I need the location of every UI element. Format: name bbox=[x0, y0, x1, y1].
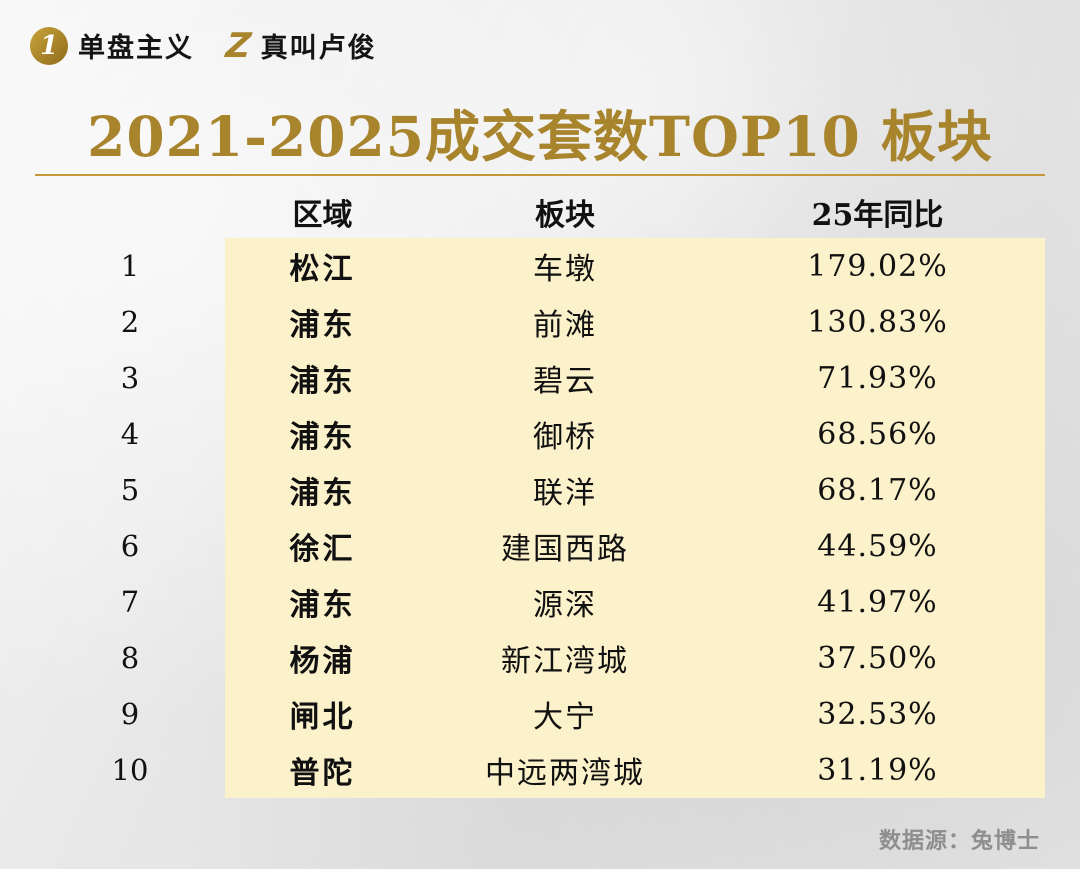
data-source-note: 数据源：兔博士 bbox=[878, 829, 1040, 854]
brand-bar: 1 单盘主义 Z 真叫卢俊 bbox=[30, 25, 377, 66]
circle-1-icon: 1 bbox=[30, 26, 68, 65]
area-cell: 车墩 bbox=[420, 238, 710, 294]
table-row: 1 松江 车墩 179.02% bbox=[35, 238, 1045, 294]
table-row: 5 浦东 联洋 68.17% bbox=[35, 462, 1045, 518]
area-cell: 新江湾城 bbox=[420, 630, 710, 686]
yoy-cell: 37.50% bbox=[710, 630, 1045, 686]
region-cell: 浦东 bbox=[225, 574, 420, 630]
table-row: 7 浦东 源深 41.97% bbox=[35, 574, 1045, 630]
area-cell: 中远两湾城 bbox=[420, 742, 710, 798]
rank-cell: 5 bbox=[120, 473, 140, 507]
page-title: 2021-2025成交套数TOP10 板块 bbox=[87, 104, 993, 169]
region-cell: 松江 bbox=[225, 238, 420, 294]
yoy-cell: 130.83% bbox=[710, 294, 1045, 350]
yoy-cell: 31.19% bbox=[710, 742, 1045, 798]
area-cell: 碧云 bbox=[420, 350, 710, 406]
table-row: 10 普陀 中远两湾城 31.19% bbox=[35, 742, 1045, 798]
yoy-cell: 71.93% bbox=[710, 350, 1045, 406]
area-cell: 御桥 bbox=[420, 406, 710, 462]
title-divider bbox=[35, 174, 1045, 176]
rank-cell: 3 bbox=[120, 361, 140, 395]
yoy-cell: 41.97% bbox=[710, 574, 1045, 630]
yoy-cell: 68.17% bbox=[710, 462, 1045, 518]
region-cell: 浦东 bbox=[225, 294, 420, 350]
region-cell: 浦东 bbox=[225, 350, 420, 406]
table-row: 3 浦东 碧云 71.93% bbox=[35, 350, 1045, 406]
top10-table: 区域 板块 25年同比 1 松江 车墩 179.02% 2 浦东 前滩 130.… bbox=[35, 186, 1045, 798]
region-cell: 杨浦 bbox=[225, 630, 420, 686]
rank-cell: 6 bbox=[120, 529, 140, 563]
yoy-cell: 68.56% bbox=[710, 406, 1045, 462]
area-cell: 大宁 bbox=[420, 686, 710, 742]
table-row: 4 浦东 御桥 68.56% bbox=[35, 406, 1045, 462]
area-cell: 源深 bbox=[420, 574, 710, 630]
yoy-cell: 179.02% bbox=[710, 238, 1045, 294]
table-row: 2 浦东 前滩 130.83% bbox=[35, 294, 1045, 350]
z-icon: Z bbox=[223, 25, 253, 66]
rank-cell: 4 bbox=[120, 417, 140, 451]
header-rank-spacer bbox=[35, 186, 225, 238]
brand-label-1: 单盘主义 bbox=[78, 33, 194, 64]
region-cell: 徐汇 bbox=[225, 518, 420, 574]
area-cell: 建国西路 bbox=[420, 518, 710, 574]
area-cell: 联洋 bbox=[420, 462, 710, 518]
header-yoy: 25年同比 bbox=[811, 198, 944, 233]
header-region: 区域 bbox=[292, 198, 353, 233]
rank-cell: 8 bbox=[120, 641, 140, 675]
yoy-cell: 32.53% bbox=[710, 686, 1045, 742]
region-cell: 闸北 bbox=[225, 686, 420, 742]
table-header-row: 区域 板块 25年同比 bbox=[35, 186, 1045, 238]
rank-cell: 1 bbox=[120, 249, 140, 283]
logo-zhenjiaolujun: Z 真叫卢俊 bbox=[208, 25, 377, 66]
region-cell: 浦东 bbox=[225, 462, 420, 518]
table-row: 9 闸北 大宁 32.53% bbox=[35, 686, 1045, 742]
region-cell: 浦东 bbox=[225, 406, 420, 462]
brand-label-2: 真叫卢俊 bbox=[260, 33, 377, 64]
header-area: 板块 bbox=[535, 198, 595, 233]
table-row: 8 杨浦 新江湾城 37.50% bbox=[35, 630, 1045, 686]
logo-danpanzhuyi: 1 单盘主义 bbox=[30, 26, 194, 65]
yoy-cell: 44.59% bbox=[710, 518, 1045, 574]
rank-cell: 7 bbox=[120, 585, 140, 619]
table-row: 6 徐汇 建国西路 44.59% bbox=[35, 518, 1045, 574]
region-cell: 普陀 bbox=[225, 742, 420, 798]
area-cell: 前滩 bbox=[420, 294, 710, 350]
rank-cell: 2 bbox=[120, 305, 140, 339]
rank-cell: 9 bbox=[120, 697, 140, 731]
rank-cell: 10 bbox=[111, 753, 149, 787]
